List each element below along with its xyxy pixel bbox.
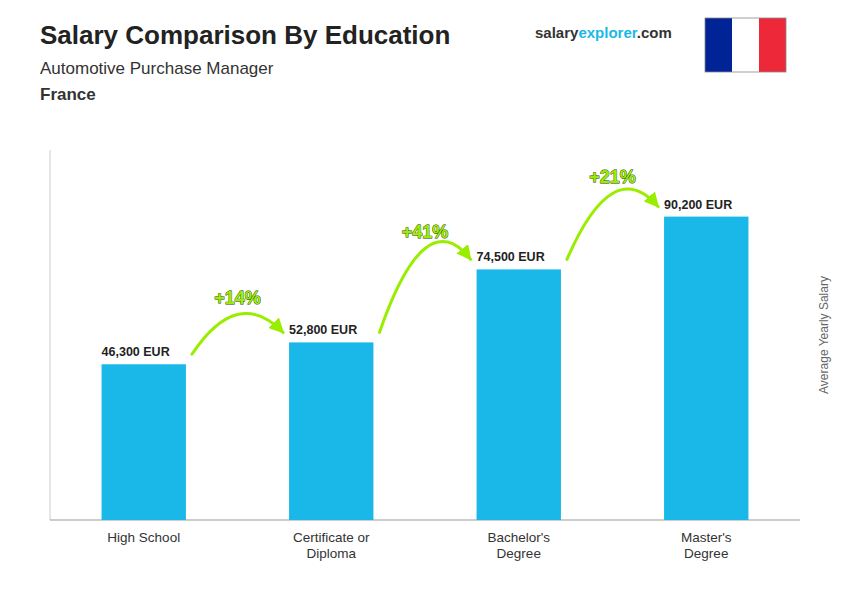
value-label: 74,500 EUR bbox=[477, 250, 545, 264]
x-tick-label: High School bbox=[107, 530, 180, 545]
brand: salaryexplorer.com bbox=[535, 24, 672, 41]
bar bbox=[477, 269, 561, 520]
x-tick-label-line: Bachelor's bbox=[487, 530, 550, 545]
bar bbox=[664, 217, 748, 520]
value-label: 52,800 EUR bbox=[289, 323, 357, 337]
chart-svg: Salary Comparison By Education Automotive… bbox=[0, 0, 850, 606]
flag-border bbox=[705, 18, 786, 72]
brand-part: salary bbox=[535, 24, 579, 41]
bar bbox=[289, 342, 373, 520]
chart-container: Salary Comparison By Education Automotive… bbox=[0, 0, 850, 606]
x-tick-label-line: High School bbox=[107, 530, 180, 545]
growth-arrow bbox=[567, 189, 658, 259]
x-tick-label: Master'sDegree bbox=[681, 530, 732, 561]
growth-arrow bbox=[379, 241, 470, 332]
flag bbox=[705, 18, 786, 72]
x-tick-label-line: Certificate or bbox=[293, 530, 370, 545]
x-tick-label-line: Degree bbox=[497, 546, 541, 561]
y-axis-line bbox=[50, 150, 51, 520]
x-tick-label-line: Degree bbox=[684, 546, 728, 561]
growth-arrow bbox=[192, 313, 283, 354]
value-label: 90,200 EUR bbox=[664, 198, 732, 212]
bar bbox=[102, 364, 186, 520]
x-tick-label-line: Master's bbox=[681, 530, 732, 545]
brand-part: explorer bbox=[578, 24, 637, 41]
brand-part: .com bbox=[637, 24, 672, 41]
flag-stripe bbox=[705, 18, 732, 72]
growth-label: +14% bbox=[214, 288, 261, 308]
page: {"chart_data": { "type": "bar", "title":… bbox=[0, 0, 850, 606]
value-label: 46,300 EUR bbox=[102, 345, 170, 359]
growth-label: +41% bbox=[402, 222, 449, 242]
x-tick-label-line: Diploma bbox=[306, 546, 356, 561]
subtitle: Automotive Purchase Manager bbox=[40, 59, 274, 78]
bars bbox=[102, 217, 749, 520]
y-axis-label: Average Yearly Salary bbox=[817, 276, 831, 394]
growth-label: +21% bbox=[589, 167, 636, 187]
flag-stripe bbox=[759, 18, 786, 72]
x-tick-label: Certificate orDiploma bbox=[293, 530, 370, 561]
flag-stripe bbox=[732, 18, 759, 72]
title: Salary Comparison By Education bbox=[40, 20, 450, 50]
country: France bbox=[40, 85, 96, 104]
x-tick-label: Bachelor'sDegree bbox=[487, 530, 550, 561]
